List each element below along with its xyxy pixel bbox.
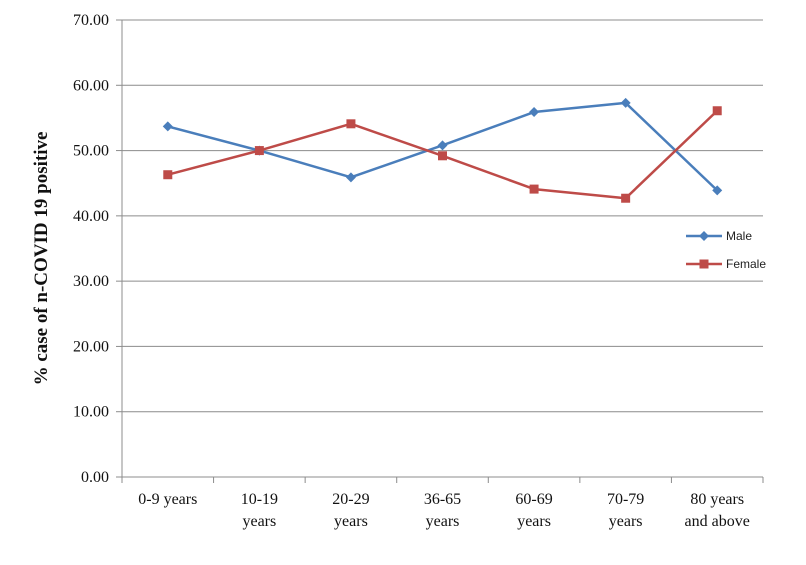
y-tick-label: 0.00 <box>81 469 109 486</box>
x-tick-label: 80 years and above <box>685 491 750 530</box>
series-male <box>162 97 723 196</box>
female-point <box>621 193 631 203</box>
y-tick-label: 10.00 <box>73 404 109 421</box>
male-point <box>620 97 631 108</box>
y-tick-label: 60.00 <box>73 77 109 94</box>
x-tick-label: 20-29 years <box>332 491 369 530</box>
x-tick-label: 36-65 years <box>424 491 461 530</box>
legend-marker <box>699 231 709 241</box>
y-tick-label: 30.00 <box>73 273 109 290</box>
female-point <box>346 119 356 129</box>
female-point <box>254 146 264 156</box>
female-point <box>712 106 722 116</box>
y-axis-title: % case of n-COVID 19 positive <box>31 132 52 386</box>
female-point <box>163 170 173 180</box>
legend: Male Female <box>686 229 766 271</box>
legend-item-female: Female <box>686 257 766 271</box>
axes <box>116 19 764 483</box>
y-tick-label: 20.00 <box>73 338 109 355</box>
x-tick-label: 60-69 years <box>515 491 552 530</box>
x-tick-label: 10-19 years <box>241 491 278 530</box>
x-tick-labels: 0-9 years 10-19 years 20-29 years 36-65 years 6… <box>138 491 750 530</box>
gridlines <box>122 19 763 413</box>
female-point <box>529 184 539 194</box>
male-point <box>437 140 448 151</box>
legend-label: Female <box>726 257 766 271</box>
legend-marker <box>699 259 709 269</box>
male-point <box>529 107 540 118</box>
y-tick-label: 50.00 <box>73 143 109 160</box>
legend-label: Male <box>726 229 752 243</box>
female-point <box>438 151 447 161</box>
male-point <box>712 185 723 196</box>
male-point <box>162 121 173 132</box>
y-tick-label: 40.00 <box>73 208 109 225</box>
x-tick-label: 0-9 years <box>138 491 197 508</box>
y-tick-labels: 0.00 10.00 20.00 30.00 40.00 50.00 60.00 70.00 <box>73 12 109 486</box>
series-female <box>163 106 722 203</box>
x-tick-label: 70-79 years <box>607 491 644 530</box>
series-lines <box>162 97 723 203</box>
male-point <box>345 172 356 183</box>
y-tick-label: 70.00 <box>73 12 109 29</box>
legend-item-male: Male <box>686 229 752 243</box>
